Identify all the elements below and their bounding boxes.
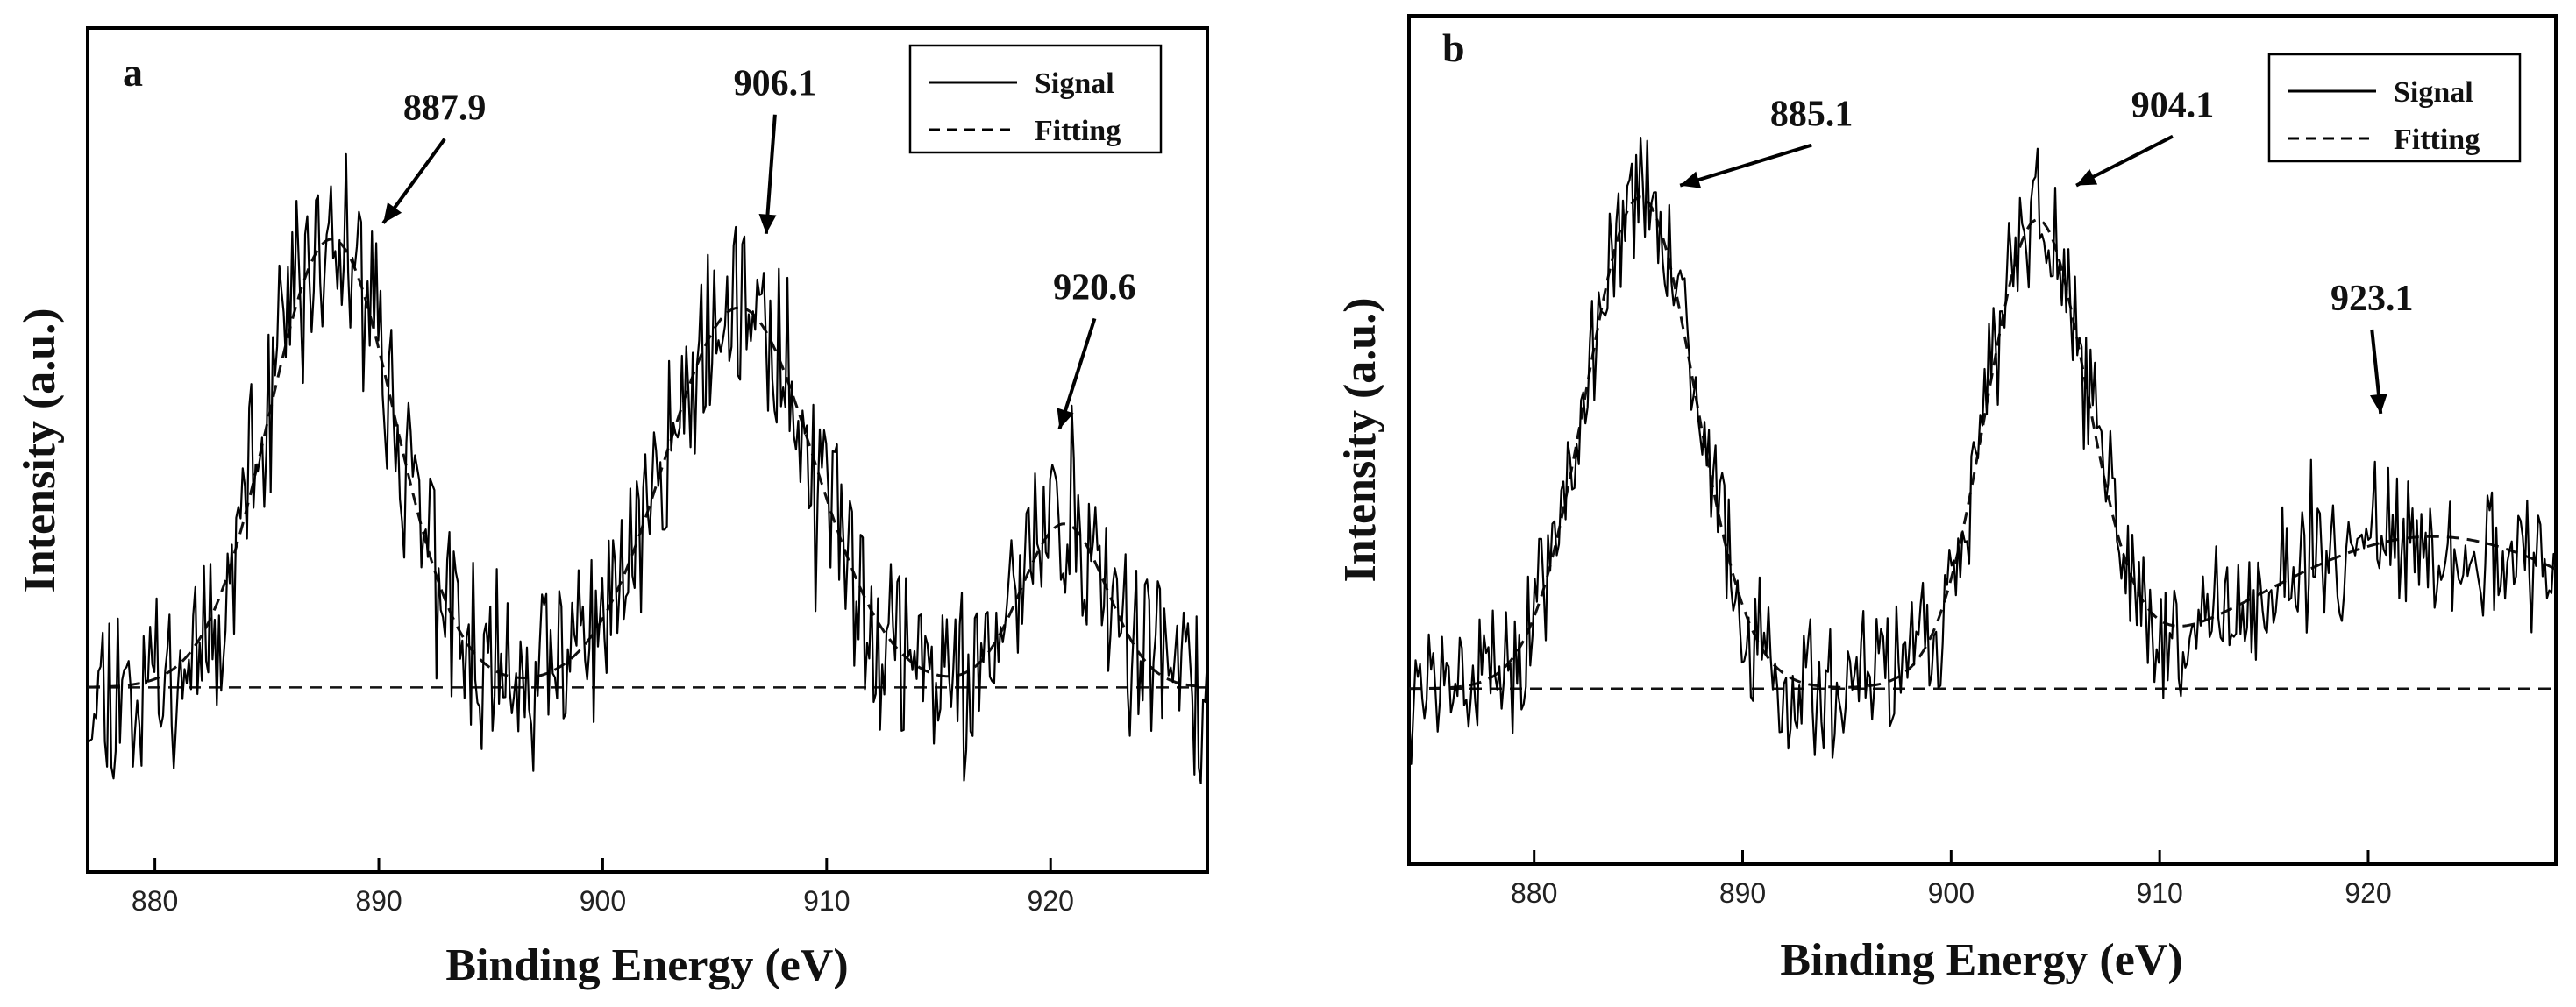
x-tick-label: 920: [2345, 877, 2391, 909]
x-axis-ticks-a: 880 890 900 910 920: [132, 858, 1074, 917]
plot-frame-b: [1407, 14, 2558, 866]
legend-box-a: [908, 44, 1163, 154]
y-axis-title-b: Intensity (a.u.): [1335, 297, 1385, 582]
legend-a: Signal Fitting: [908, 44, 1163, 154]
legend-label-fitting-b: Fitting: [2394, 124, 2480, 156]
plot-frame-a: [86, 26, 1209, 874]
x-tick-label: 880: [132, 885, 178, 917]
peak-arrow-head: [2076, 168, 2098, 186]
x-tick-label: 900: [580, 885, 626, 917]
peak-arrow-head: [383, 202, 402, 223]
legend-b: Signal Fitting: [2267, 53, 2522, 163]
peak-arrow-line: [1057, 317, 1097, 430]
x-axis-ticks-b: 880 890 900 910 920: [1511, 850, 2392, 909]
peak-arrow-head: [1057, 408, 1074, 429]
chart-panel-a: 880 890 900 910 920 887.9 906.1 920.6 a Bindin…: [15, 26, 1209, 990]
x-tick-label: 920: [1028, 885, 1074, 917]
peak-arrow-head: [1680, 171, 1702, 188]
peak-arrows-a: 887.9 906.1 920.6: [381, 64, 1136, 430]
peak-arrow-line: [1679, 143, 1812, 188]
peak-arrow-head: [2370, 394, 2387, 414]
x-tick-label: 910: [803, 885, 850, 917]
panel-label-a: a: [123, 50, 143, 95]
legend-label-signal-b: Signal: [2394, 76, 2473, 109]
x-tick-label: 910: [2136, 877, 2182, 909]
peak-label: 887.9: [403, 89, 487, 129]
x-tick-label: 890: [355, 885, 402, 917]
legend-box-b: [2267, 53, 2522, 163]
legend-label-signal-a: Signal: [1035, 67, 1114, 100]
x-tick-label: 900: [1928, 877, 1975, 909]
x-axis-title-a: Binding Energy (eV): [445, 940, 848, 990]
legend-label-fitting-a: Fitting: [1035, 115, 1121, 147]
x-tick-label: 880: [1511, 877, 1557, 909]
peak-arrow-head: [758, 214, 777, 234]
signal-curve-a: [87, 152, 1209, 784]
y-axis-title-a: Intensity (a.u.): [15, 308, 65, 592]
x-tick-label: 890: [1719, 877, 1766, 909]
peak-label: 904.1: [2131, 86, 2215, 126]
peak-arrows-b: 885.1 904.1 923.1: [1679, 86, 2414, 415]
chart-panel-b: 880 890 900 910 920 885.1 904.1 923.1 b Bindin…: [1335, 14, 2558, 985]
peak-label: 906.1: [734, 64, 817, 104]
fitting-curve-a: [87, 238, 1208, 689]
peak-arrow-line: [764, 114, 777, 234]
peak-label: 920.6: [1053, 267, 1136, 308]
fitting-curve-b: [1409, 195, 2557, 691]
signal-curve-b: [1407, 137, 2558, 765]
panel-label-b: b: [1442, 25, 1465, 70]
x-axis-title-b: Binding Energy (eV): [1780, 935, 2182, 985]
peak-label: 885.1: [1770, 95, 1854, 135]
peak-label: 923.1: [2330, 279, 2414, 319]
